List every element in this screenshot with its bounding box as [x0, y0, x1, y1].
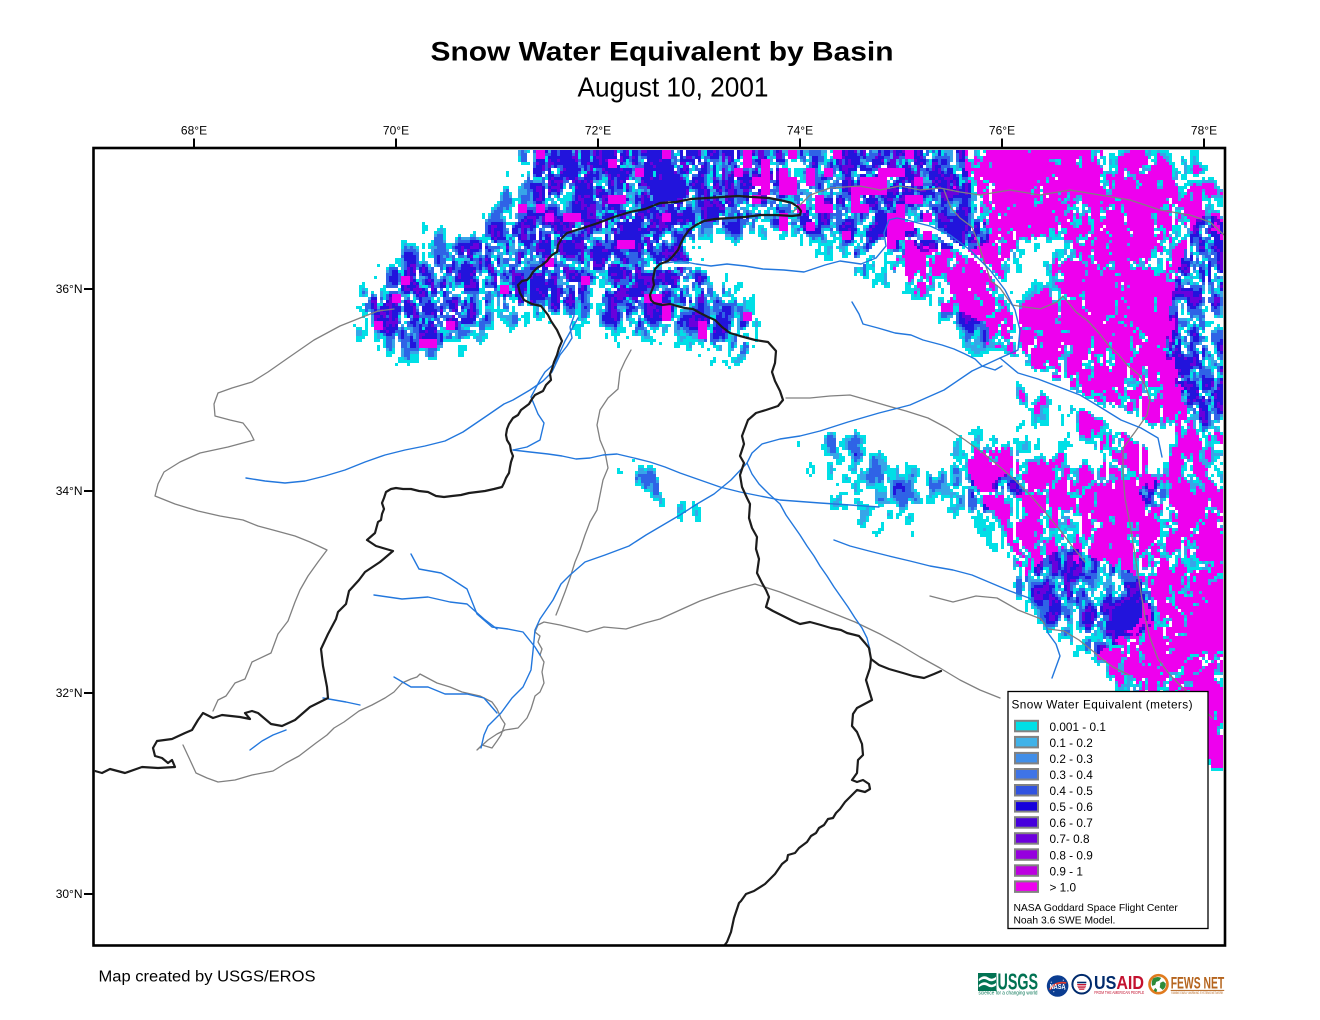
- svg-text:68°E: 68°E: [181, 124, 207, 138]
- svg-text:USGS: USGS: [998, 969, 1039, 995]
- svg-text:0.7- 0.8: 0.7- 0.8: [1050, 832, 1090, 846]
- svg-text:FEWS NET: FEWS NET: [1171, 974, 1225, 993]
- svg-text:Snow Water Equivalent (meters): Snow Water Equivalent (meters): [1012, 698, 1193, 712]
- svg-text:0.001 - 0.1: 0.001 - 0.1: [1050, 720, 1106, 734]
- svg-text:0.9 - 1: 0.9 - 1: [1050, 864, 1083, 878]
- svg-text:0.8 - 0.9: 0.8 - 0.9: [1050, 848, 1093, 862]
- svg-text:74°E: 74°E: [787, 124, 813, 138]
- svg-text:NASA Goddard Space Flight Cent: NASA Goddard Space Flight Center: [1014, 903, 1179, 914]
- svg-text:70°E: 70°E: [383, 124, 409, 138]
- svg-text:FROM THE AMERICAN PEOPLE: FROM THE AMERICAN PEOPLE: [1094, 990, 1144, 995]
- svg-text:30°N: 30°N: [56, 887, 83, 901]
- svg-text:science for a changing world: science for a changing world: [979, 990, 1038, 996]
- svg-text:NASA: NASA: [1050, 982, 1066, 991]
- svg-text:Snow Water Equivalent by Basin: Snow Water Equivalent by Basin: [431, 37, 894, 67]
- svg-text:32°N: 32°N: [56, 686, 83, 700]
- svg-text:78°E: 78°E: [1191, 124, 1217, 138]
- svg-text:0.3 - 0.4: 0.3 - 0.4: [1050, 768, 1094, 782]
- svg-text:> 1.0: > 1.0: [1050, 880, 1077, 894]
- svg-text:Noah 3.6 SWE Model.: Noah 3.6 SWE Model.: [1014, 916, 1116, 927]
- svg-text:72°E: 72°E: [585, 124, 611, 138]
- svg-text:Map created by USGS/EROS: Map created by USGS/EROS: [99, 969, 316, 986]
- svg-text:August 10, 2001: August 10, 2001: [578, 72, 769, 103]
- svg-text:USAID: USAID: [1094, 973, 1144, 993]
- svg-text:36°N: 36°N: [56, 282, 83, 296]
- svg-text:0.1 - 0.2: 0.1 - 0.2: [1050, 736, 1093, 750]
- svg-text:0.4 - 0.5: 0.4 - 0.5: [1050, 784, 1094, 798]
- svg-text:0.2 - 0.3: 0.2 - 0.3: [1050, 752, 1094, 766]
- svg-text:0.5 - 0.6: 0.5 - 0.6: [1050, 800, 1094, 814]
- svg-text:76°E: 76°E: [989, 124, 1015, 138]
- svg-text:0.6 - 0.7: 0.6 - 0.7: [1050, 816, 1093, 830]
- svg-text:FAMINE EARLY WARNING SYSTEMS N: FAMINE EARLY WARNING SYSTEMS NETWORK: [1171, 991, 1223, 995]
- svg-text:34°N: 34°N: [56, 484, 83, 498]
